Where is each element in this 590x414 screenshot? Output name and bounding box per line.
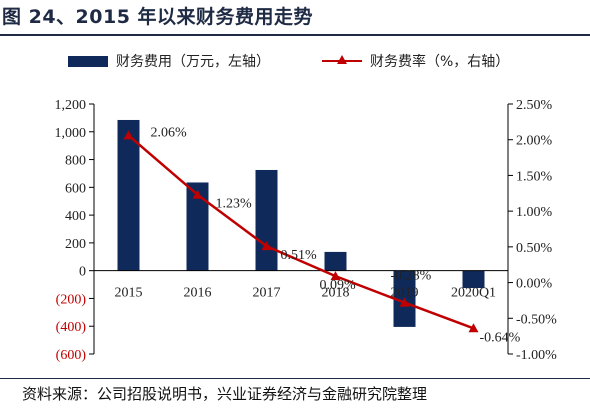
left-tick-label: 400 [65, 209, 86, 224]
legend-item-expense: 财务费用（万元，左轴） [68, 48, 270, 74]
left-tick-label: (200) [56, 292, 87, 307]
right-tick-label: -0.50% [516, 312, 557, 327]
rate-marker [399, 297, 410, 307]
legend-label-expense: 财务费用（万元，左轴） [116, 54, 270, 70]
rate-data-label: -0.28% [391, 269, 432, 284]
right-tick-label: 1.50% [516, 169, 553, 184]
right-tick-label: 2.50% [516, 98, 553, 113]
rate-data-label: 0.51% [281, 248, 318, 263]
rate-line [127, 134, 474, 330]
category-label: 2018 [322, 286, 350, 301]
left-tick-label: (600) [56, 348, 87, 363]
left-tick-label: 1,200 [55, 98, 87, 113]
right-tick-label: 0.00% [516, 277, 553, 292]
left-tick-label: 1,000 [55, 126, 87, 141]
expense-bar [186, 182, 209, 271]
legend-bar-swatch [68, 55, 108, 67]
right-tick-label: 0.50% [516, 241, 553, 256]
left-tick-label: 0 [79, 265, 86, 280]
right-tick-label: 1.00% [516, 205, 553, 220]
figure-title: 图 24、2015 年以来财务费用走势 [2, 6, 314, 28]
category-label: 2017 [253, 286, 281, 301]
legend-label-rate: 财务费率（%，右轴） [370, 54, 510, 70]
expense-bar [324, 251, 347, 271]
legend-line-swatch [322, 55, 362, 67]
title-divider [0, 34, 590, 36]
expense-bar [117, 119, 140, 271]
rate-data-label: 2.06% [151, 125, 188, 140]
rate-data-label: 0.09% [320, 278, 357, 293]
rate-data-label: -0.64% [480, 330, 521, 345]
left-tick-label: (400) [56, 320, 87, 335]
category-label: 2015 [115, 286, 143, 301]
rate-marker [192, 189, 203, 199]
rate-marker [468, 323, 479, 333]
category-label: 2019 [391, 286, 419, 301]
rate-marker [261, 241, 272, 251]
expense-bar [255, 169, 278, 271]
category-label: 2016 [184, 286, 212, 301]
right-tick-label: -1.00% [516, 348, 557, 363]
left-tick-label: 600 [65, 181, 86, 196]
left-tick-label: 800 [65, 154, 86, 169]
left-tick-label: 200 [65, 237, 86, 252]
legend-item-rate: 财务费率（%，右轴） [322, 48, 509, 74]
rate-marker [123, 130, 134, 140]
rate-marker [330, 271, 341, 281]
right-tick-label: 2.00% [516, 134, 553, 149]
rate-data-label: 1.23% [216, 197, 253, 212]
category-label: 2020Q1 [451, 286, 496, 301]
expense-bar [462, 270, 485, 289]
source-divider [0, 378, 590, 379]
combo-chart: (600) (400) (200) 0 200 400 600 800 1,000 1,200 -1… [55, 98, 558, 363]
chart-legend: 财务费用（万元，左轴） 财务费率（%，右轴） [0, 48, 590, 74]
source-note: 资料来源：公司招股说明书，兴业证券经济与金融研究院整理 [22, 385, 428, 403]
